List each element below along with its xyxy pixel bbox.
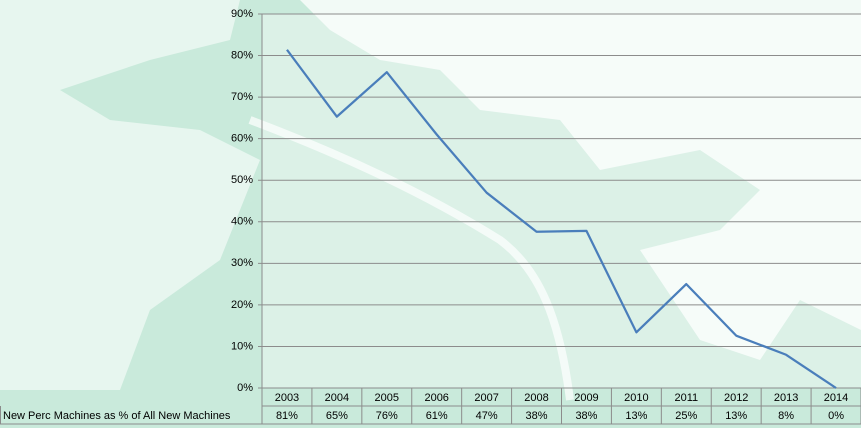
y-tick-label: 30% — [231, 257, 253, 269]
y-tick-label: 80% — [231, 49, 253, 61]
x-tick-label: 2005 — [375, 392, 399, 404]
table-value: 47% — [476, 410, 498, 422]
table-value: 0% — [828, 410, 844, 422]
table-value: 38% — [575, 410, 597, 422]
y-tick-label: 0% — [237, 382, 253, 394]
plot-area — [262, 14, 861, 388]
x-tick-label: 2004 — [325, 392, 349, 404]
y-tick-label: 40% — [231, 216, 253, 228]
x-tick-label: 2010 — [624, 392, 648, 404]
table-value: 61% — [426, 410, 448, 422]
y-tick-label: 50% — [231, 174, 253, 186]
y-tick-label: 10% — [231, 340, 253, 352]
y-tick-label: 60% — [231, 133, 253, 145]
x-tick-label: 2011 — [674, 392, 698, 404]
table-value: 76% — [376, 410, 398, 422]
table-value: 13% — [625, 410, 647, 422]
y-tick-label: 20% — [231, 299, 253, 311]
x-tick-label: 2006 — [424, 392, 448, 404]
y-tick-label: 70% — [231, 91, 253, 103]
x-tick-label: 2007 — [474, 392, 498, 404]
table-value: 38% — [526, 410, 548, 422]
chart: 0% 10% 20% 30% 40% 50% 60% 70% 80% 90% 2003 2004 20… — [0, 0, 861, 428]
y-tick-label: 90% — [231, 8, 253, 20]
table-value: 81% — [276, 410, 298, 422]
table-value: 8% — [778, 410, 794, 422]
x-tick-label: 2003 — [275, 392, 299, 404]
table-value: 13% — [725, 410, 747, 422]
legend-label: New Perc Machines as % of All New Machin… — [3, 410, 231, 422]
x-tick-label: 2013 — [774, 392, 798, 404]
table-value: 25% — [675, 410, 697, 422]
table-value: 65% — [326, 410, 348, 422]
x-tick-label: 2014 — [824, 392, 848, 404]
x-tick-label: 2012 — [724, 392, 748, 404]
x-tick-label: 2008 — [524, 392, 548, 404]
x-tick-label: 2009 — [574, 392, 598, 404]
